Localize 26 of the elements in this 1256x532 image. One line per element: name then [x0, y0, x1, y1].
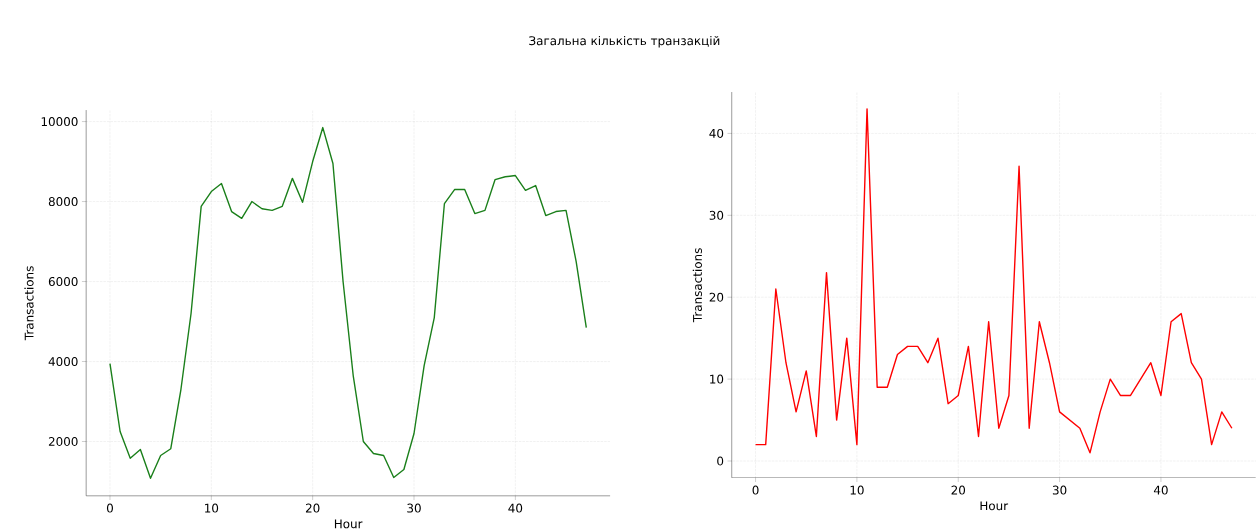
y-tick-label: 20 — [709, 292, 724, 302]
line-series — [109, 127, 588, 480]
x-axis-title: Hour — [334, 519, 363, 529]
x-tick-label: 30 — [407, 503, 421, 513]
x-axis-title: Hour — [980, 501, 1009, 511]
y-axis-title: Transactions — [24, 266, 34, 341]
x-tick-label: 20 — [951, 485, 966, 495]
chart-title: Загальна кількість транзакцій — [529, 36, 720, 48]
y-tick-label: 2000 — [48, 437, 78, 447]
y-tick-label: 10000 — [41, 117, 78, 127]
y-tick-label: 6000 — [48, 277, 78, 287]
y-tick-label: 4000 — [48, 357, 78, 367]
y-tick-label: 10 — [710, 374, 724, 384]
y-tick-label: 8000 — [48, 197, 78, 207]
x-tick-label: 30 — [1052, 485, 1067, 495]
y-tick-label: 0 — [717, 456, 724, 466]
y-axis-title: Transactions — [692, 248, 702, 323]
y-tick-label: 40 — [709, 129, 724, 139]
x-tick-label: 0 — [752, 485, 759, 495]
x-tick-label: 20 — [305, 503, 320, 513]
x-tick-label: 40 — [508, 503, 523, 513]
x-tick-label: 10 — [205, 503, 219, 513]
x-tick-label: 40 — [1153, 485, 1168, 495]
x-tick-label: 10 — [850, 485, 864, 495]
y-tick-label: 30 — [709, 210, 724, 221]
x-tick-label: 0 — [106, 503, 113, 513]
